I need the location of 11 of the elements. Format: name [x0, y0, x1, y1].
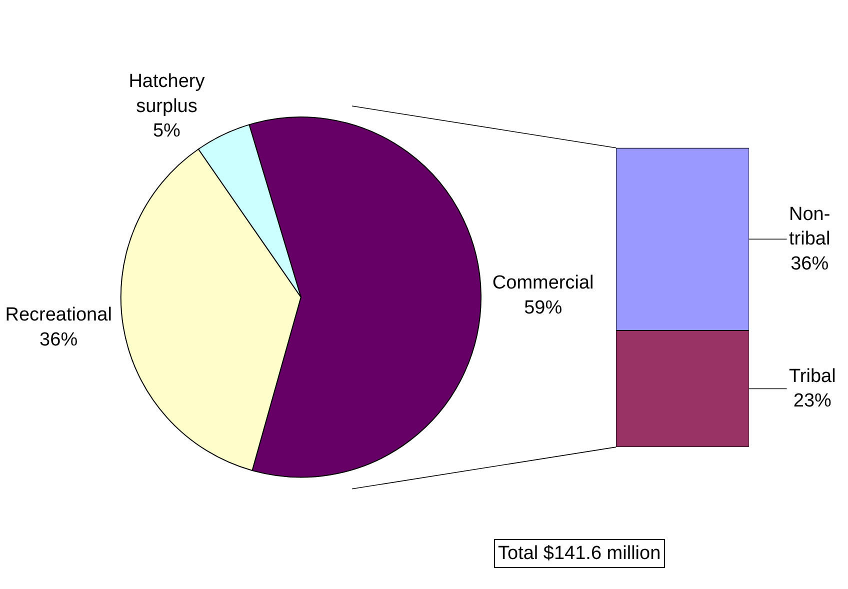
text: Non-tribal: [789, 204, 830, 250]
slice-label: Commercial: [492, 272, 594, 294]
data-label: 36%: [790, 253, 829, 274]
data-label: 23%: [793, 390, 832, 412]
text: Tribal: [789, 366, 836, 387]
slice-label: Recreational: [5, 304, 112, 326]
text: Total $141.6 million: [498, 543, 661, 564]
data-label: 5%: [152, 120, 181, 142]
slice-label: Hatchery surplus: [128, 71, 206, 117]
data-label: 59%: [524, 297, 562, 318]
data-label: 36%: [40, 329, 78, 350]
